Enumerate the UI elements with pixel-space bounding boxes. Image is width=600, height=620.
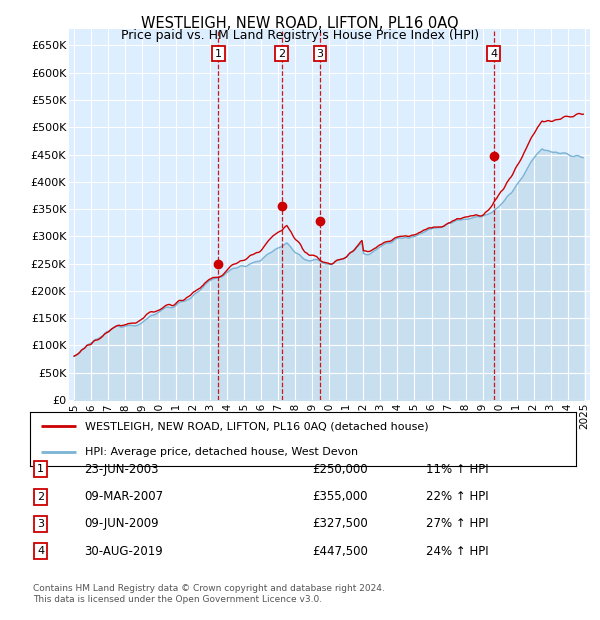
Text: WESTLEIGH, NEW ROAD, LIFTON, PL16 0AQ (detached house): WESTLEIGH, NEW ROAD, LIFTON, PL16 0AQ (d… (85, 422, 428, 432)
Text: £327,500: £327,500 (312, 518, 368, 530)
Text: 22% ↑ HPI: 22% ↑ HPI (426, 490, 488, 503)
Text: 1: 1 (37, 464, 44, 474)
Text: 30-AUG-2019: 30-AUG-2019 (84, 545, 163, 557)
Text: 24% ↑ HPI: 24% ↑ HPI (426, 545, 488, 557)
Text: HPI: Average price, detached house, West Devon: HPI: Average price, detached house, West… (85, 446, 358, 456)
Text: 2: 2 (37, 492, 44, 502)
Text: This data is licensed under the Open Government Licence v3.0.: This data is licensed under the Open Gov… (33, 595, 322, 604)
Text: 23-JUN-2003: 23-JUN-2003 (84, 463, 158, 476)
Text: 4: 4 (490, 49, 497, 59)
Text: £250,000: £250,000 (312, 463, 368, 476)
Text: Price paid vs. HM Land Registry's House Price Index (HPI): Price paid vs. HM Land Registry's House … (121, 29, 479, 42)
Text: Contains HM Land Registry data © Crown copyright and database right 2024.: Contains HM Land Registry data © Crown c… (33, 584, 385, 593)
Text: 09-MAR-2007: 09-MAR-2007 (84, 490, 163, 503)
Text: 2: 2 (278, 49, 285, 59)
Text: 4: 4 (37, 546, 44, 556)
Text: 1: 1 (215, 49, 222, 59)
Text: £447,500: £447,500 (312, 545, 368, 557)
Text: 3: 3 (37, 519, 44, 529)
Text: 3: 3 (316, 49, 323, 59)
Text: 27% ↑ HPI: 27% ↑ HPI (426, 518, 488, 530)
Text: WESTLEIGH, NEW ROAD, LIFTON, PL16 0AQ: WESTLEIGH, NEW ROAD, LIFTON, PL16 0AQ (141, 16, 459, 31)
Text: 11% ↑ HPI: 11% ↑ HPI (426, 463, 488, 476)
Text: £355,000: £355,000 (312, 490, 367, 503)
Text: 09-JUN-2009: 09-JUN-2009 (84, 518, 158, 530)
